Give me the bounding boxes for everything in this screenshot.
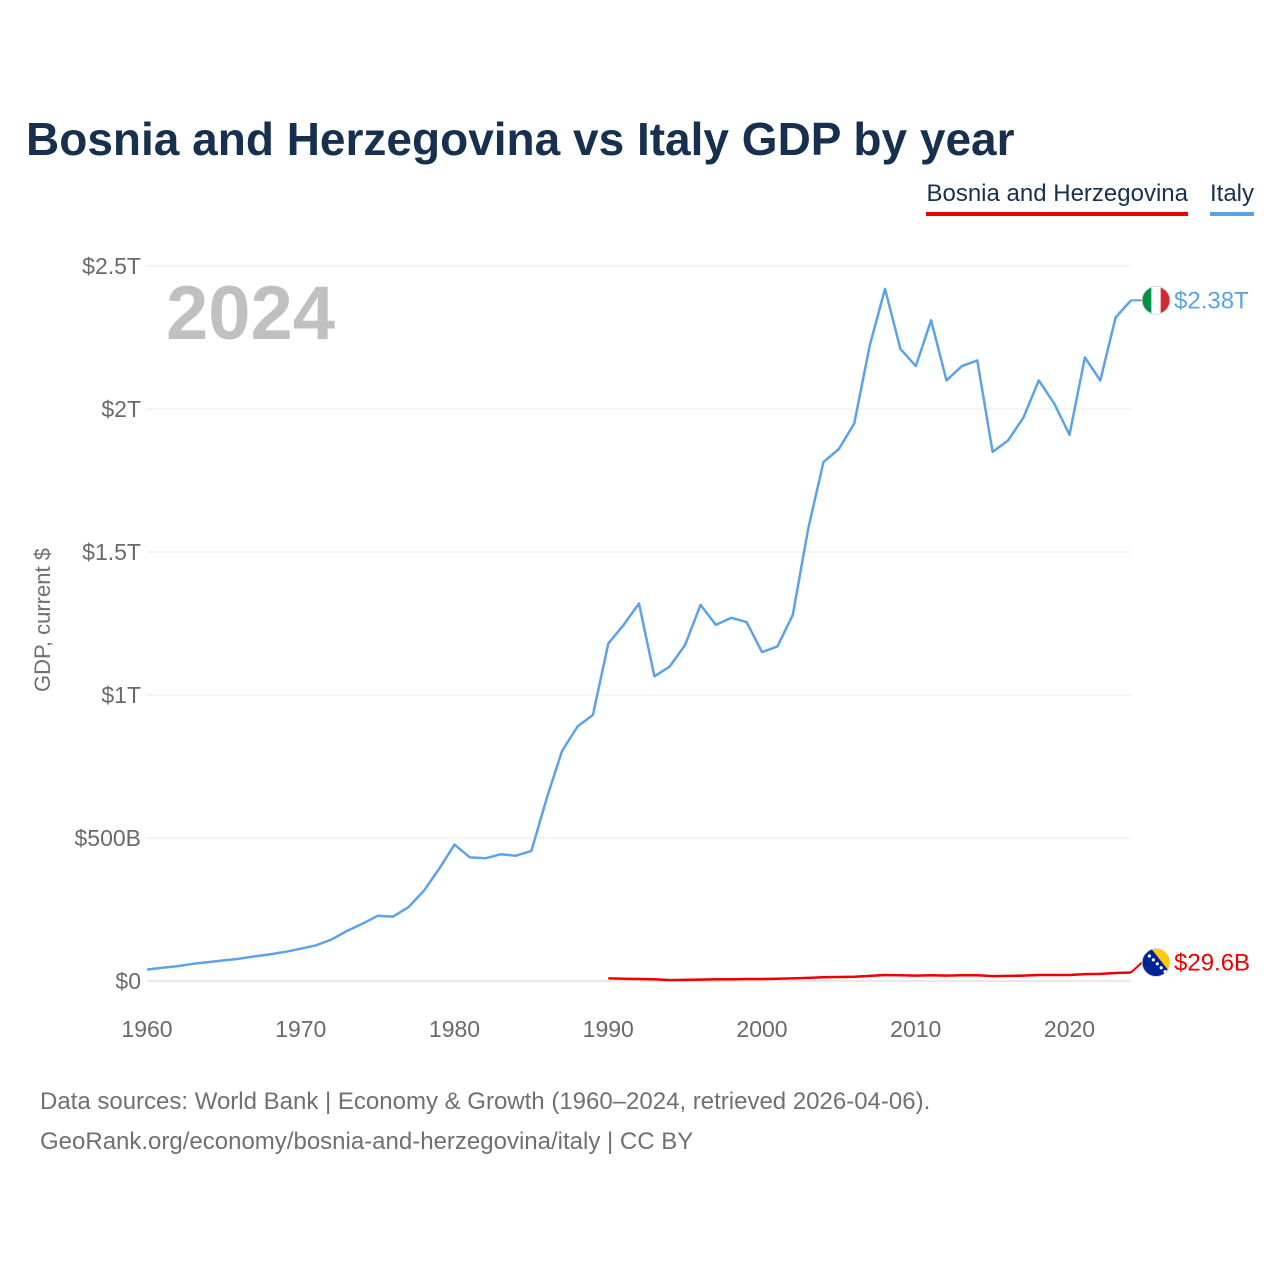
x-tick-label: 1970 xyxy=(275,1016,326,1042)
x-tick-label: 2020 xyxy=(1044,1016,1095,1042)
legend-swatch-italy xyxy=(1209,212,1254,216)
y-tick-label: $2.5T xyxy=(82,253,141,279)
footer-link[interactable]: GeoRank.org/economy/bosnia-and-herzegovi… xyxy=(40,1128,694,1155)
chart-title: Bosnia and Herzegovina vs Italy GDP by y… xyxy=(26,113,1015,165)
year-watermark: 2024 xyxy=(166,271,335,356)
footer-sources: Data sources: World Bank | Economy & Gro… xyxy=(40,1088,931,1115)
gdp-line-chart: $0 $500B $1T $1.5T $2T $2.5T 1960 1970 1980 1990… xyxy=(30,253,1250,1042)
y-tick-label: $500B xyxy=(74,825,141,851)
series-line-italy[interactable] xyxy=(146,287,1132,971)
y-axis-label: GDP, current $ xyxy=(30,548,55,692)
x-tick-label: 1960 xyxy=(121,1016,172,1042)
end-label-italy: $2.38T xyxy=(1174,287,1249,314)
y-tick-label: $2T xyxy=(101,396,141,422)
y-tick-label: $1.5T xyxy=(82,539,141,565)
series-lines xyxy=(146,287,1132,982)
end-label-bosnia-and-herzegovina: $29.6B xyxy=(1174,950,1250,977)
series-line-bosnia-and-herzegovina[interactable] xyxy=(608,971,1132,982)
series-end-markers: $2.38T $29.6B xyxy=(1130,285,1250,978)
y-tick-label: $0 xyxy=(115,968,141,994)
legend-item-bosnia[interactable]: Bosnia and Herzegovina xyxy=(926,180,1188,216)
x-axis-ticks: 1960 1970 1980 1990 2000 2010 2020 xyxy=(121,1016,1095,1042)
legend-swatch-bosnia xyxy=(926,212,1188,216)
legend-label-italy: Italy xyxy=(1209,180,1254,207)
x-tick-label: 1980 xyxy=(429,1016,480,1042)
footer: Data sources: World Bank | Economy & Gro… xyxy=(40,1082,930,1162)
connector-bosnia-and-herzegovina xyxy=(1130,961,1143,974)
legend-item-italy[interactable]: Italy xyxy=(1209,180,1254,216)
x-tick-label: 2010 xyxy=(890,1016,941,1042)
x-tick-label: 1990 xyxy=(583,1016,634,1042)
flag-icon-italy xyxy=(1142,286,1170,315)
legend-label-bosnia: Bosnia and Herzegovina xyxy=(926,180,1188,207)
grid-lines xyxy=(147,265,1131,982)
x-tick-label: 2000 xyxy=(736,1016,787,1042)
y-tick-label: $1T xyxy=(101,682,141,708)
legend: Bosnia and Herzegovina Italy xyxy=(926,180,1254,216)
y-axis-ticks: $0 $500B $1T $1.5T $2T $2.5T xyxy=(74,253,141,994)
